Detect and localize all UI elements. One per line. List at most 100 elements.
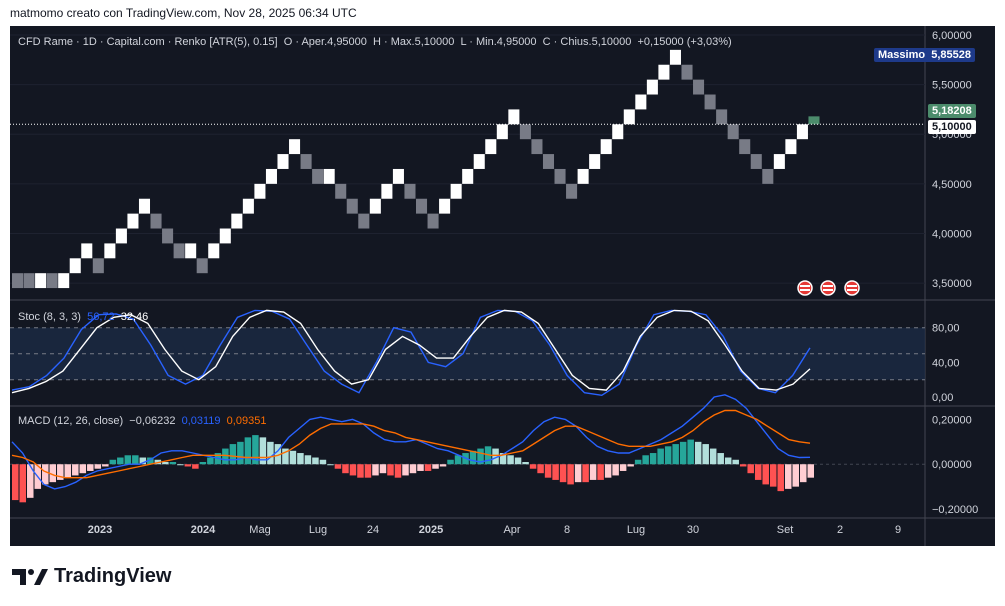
- time-axis-label: Lug: [627, 524, 645, 536]
- macd-histogram-bar: [769, 464, 777, 487]
- open-value: 4,95000: [327, 36, 367, 48]
- low-label: L: [460, 36, 467, 48]
- renko-brick: [427, 213, 439, 229]
- renko-brick: [450, 183, 462, 199]
- macd-histogram-bar: [117, 457, 124, 465]
- renko-brick: [150, 213, 162, 229]
- renko-brick: [658, 64, 670, 80]
- price-axis-tick: 4,00000: [932, 228, 972, 240]
- macd-axis-tick: 0,20000: [932, 414, 972, 426]
- us-flag-event-icon: [820, 280, 836, 296]
- macd-histogram-bar: [529, 464, 537, 469]
- time-axis-label: Apr: [503, 524, 520, 536]
- renko-brick: [173, 243, 185, 259]
- low-text: Min.: [476, 36, 497, 48]
- macd-histogram-bar: [162, 462, 169, 465]
- renko-brick: [289, 139, 301, 155]
- macd-histogram-bar: [12, 464, 19, 501]
- renko-brick: [554, 168, 566, 184]
- time-axis-label: Lug: [309, 524, 327, 536]
- macd-histogram-bar: [297, 453, 304, 465]
- macd-histogram-bar: [244, 437, 252, 465]
- renko-brick: [335, 183, 347, 199]
- macd-histogram-bar: [709, 448, 717, 465]
- renko-brick: [58, 273, 70, 289]
- macd-histogram-bar: [649, 453, 657, 465]
- renko-brick: [716, 109, 728, 125]
- macd-histogram-bar: [544, 464, 552, 478]
- macd-histogram-bar: [379, 464, 387, 474]
- macd-histogram-bar: [672, 444, 679, 465]
- chart-container[interactable]: 6,00000 5,50000 5,00000 4,50000 4,00000 3,500…: [10, 26, 995, 546]
- macd-histogram-bar: [439, 464, 447, 467]
- symbol-label[interactable]: CFD Rame · 1D · Capital.com · Renko [ATR…: [18, 36, 278, 48]
- macd-histogram-bar: [87, 464, 94, 471]
- macd-histogram-bar: [79, 464, 87, 474]
- us-flag-event-icon: [844, 280, 860, 296]
- macd-histogram-bar: [747, 464, 754, 474]
- macd-histogram-bar: [567, 464, 574, 485]
- renko-brick: [542, 154, 555, 169]
- renko-brick: [346, 198, 358, 214]
- low-value: 4,95000: [496, 36, 537, 48]
- renko-brick: [185, 243, 197, 259]
- chart-canvas[interactable]: 6,000005,500005,000004,500004,000003,500…: [10, 26, 995, 546]
- us-flag-event-icon: [800, 285, 810, 287]
- renko-brick: [138, 198, 151, 214]
- renko-brick: [750, 154, 762, 169]
- macd-histogram-bar: [49, 464, 57, 483]
- renko-brick: [369, 198, 381, 214]
- macd-histogram-bar: [679, 441, 687, 465]
- stoch-name[interactable]: Stoc (8, 3, 3): [18, 311, 81, 323]
- renko-brick: [623, 109, 635, 125]
- time-axis-label: 9: [895, 524, 901, 536]
- renko-brick: [404, 183, 416, 199]
- current-price-value: 5,18208: [932, 105, 972, 117]
- renko-brick: [392, 168, 404, 184]
- macd-histogram-bar: [289, 450, 297, 465]
- time-axis-label: 8: [564, 524, 570, 536]
- macd-histogram-bar: [64, 464, 72, 478]
- macd-histogram-bar: [169, 462, 177, 465]
- open-text: Aper.: [301, 36, 328, 48]
- renko-brick: [208, 243, 220, 259]
- last-price-value: 5,10000: [932, 121, 972, 133]
- macd-histogram-bar: [304, 455, 312, 465]
- macd-histogram-bar: [477, 448, 484, 465]
- macd-axis-tick: −0,20000: [932, 504, 978, 516]
- us-flag-event-icon: [797, 280, 813, 296]
- macd-histogram-bar: [139, 457, 147, 465]
- macd-histogram-bar: [259, 437, 267, 465]
- macd-histogram-bar: [762, 464, 769, 485]
- time-axis-label: Set: [777, 524, 794, 536]
- macd-histogram-bar: [94, 464, 102, 469]
- renko-brick: [104, 243, 116, 259]
- macd-histogram-bar: [552, 464, 559, 480]
- renko-brick: [508, 109, 520, 125]
- macd-histogram-bar: [447, 459, 454, 465]
- time-axis-label: 24: [367, 524, 379, 536]
- macd-axis-tick: 0,00000: [932, 459, 972, 471]
- renko-brick: [69, 258, 81, 274]
- macd-histogram-bar: [72, 464, 79, 476]
- renko-brick: [265, 168, 277, 184]
- tradingview-logo[interactable]: TradingView: [12, 565, 171, 588]
- renko-brick: [81, 243, 93, 259]
- macd-histogram-bar: [364, 464, 372, 478]
- macd-histogram-bar: [342, 464, 349, 474]
- macd-histogram-bar: [102, 464, 109, 467]
- macd-histogram-bar: [387, 464, 394, 476]
- renko-brick: [115, 228, 127, 244]
- macd-histogram-bar: [177, 464, 184, 466]
- renko-brick: [600, 139, 612, 155]
- macd-histogram-bar: [657, 448, 664, 465]
- macd-histogram-bar: [754, 464, 762, 480]
- macd-name[interactable]: MACD (12, 26, close): [18, 415, 124, 427]
- macd-histogram-bar: [319, 459, 327, 465]
- macd-histogram-bar: [582, 464, 589, 483]
- renko-brick: [612, 124, 624, 140]
- macd-histogram-bar: [199, 462, 207, 465]
- macd-histogram-bar: [417, 464, 424, 471]
- price-axis-tick: 3,50000: [932, 278, 972, 290]
- macd-signal-value: 0,09351: [226, 415, 267, 427]
